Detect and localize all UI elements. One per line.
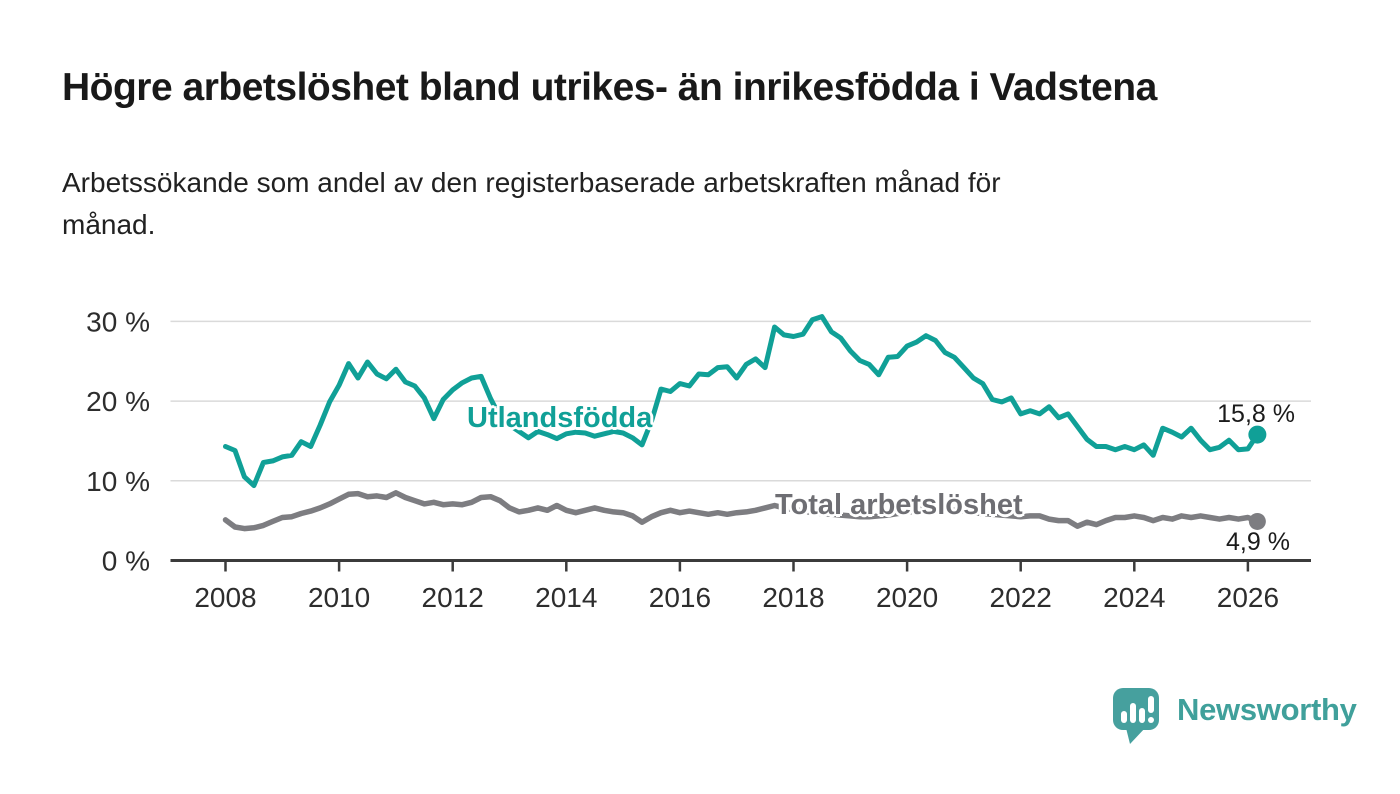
- x-axis-label-2008: 2008: [194, 582, 256, 613]
- chart-subtitle: Arbetssökande som andel av den registerb…: [62, 162, 1001, 246]
- x-axis-label-2012: 2012: [422, 582, 484, 613]
- end-dot-utlandsfodda: [1248, 425, 1267, 444]
- series-line-utlandsfodda: [223, 314, 1260, 489]
- x-axis-label-2024: 2024: [1103, 582, 1165, 613]
- x-axis-label-2016: 2016: [649, 582, 711, 613]
- x-axis-label-2026: 2026: [1217, 582, 1279, 613]
- x-axis-label-2010: 2010: [308, 582, 370, 613]
- x-axis-label-2018: 2018: [762, 582, 824, 613]
- end-value-label-total-arbetsloshet: 4,9 %: [1226, 528, 1290, 556]
- y-axis-label-10: 10 %: [86, 466, 150, 497]
- y-axis-label-30: 30 %: [86, 306, 150, 337]
- page-title: Högre arbetslöshet bland utrikes- än inr…: [62, 66, 1157, 109]
- series-line-total-arbetsloshet: [222, 490, 1261, 532]
- y-axis-label-0: 0 %: [102, 546, 150, 577]
- chart-subtitle-line-2: månad.: [62, 209, 156, 240]
- y-axis-label-20: 20 %: [86, 386, 150, 417]
- newsworthy-logo-text: Newsworthy: [1177, 692, 1357, 727]
- newsworthy-speech-bubble-chart-icon: [1113, 688, 1159, 744]
- newsworthy-logo: Newsworthy: [1112, 686, 1357, 748]
- x-axis-label-2020: 2020: [876, 582, 938, 613]
- chart-subtitle-line-1: Arbetssökande som andel av den registerb…: [62, 167, 1001, 198]
- x-axis-label-2014: 2014: [535, 582, 597, 613]
- series-label-total-arbetsloshet: Total arbetslöshet: [775, 489, 1023, 521]
- end-dot-total-arbetsloshet: [1248, 512, 1266, 530]
- series-label-utlandsfodda: Utlandsfödda: [467, 402, 653, 434]
- x-axis-label-2022: 2022: [990, 582, 1052, 613]
- end-value-label-utlandsfodda: 15,8 %: [1217, 400, 1295, 428]
